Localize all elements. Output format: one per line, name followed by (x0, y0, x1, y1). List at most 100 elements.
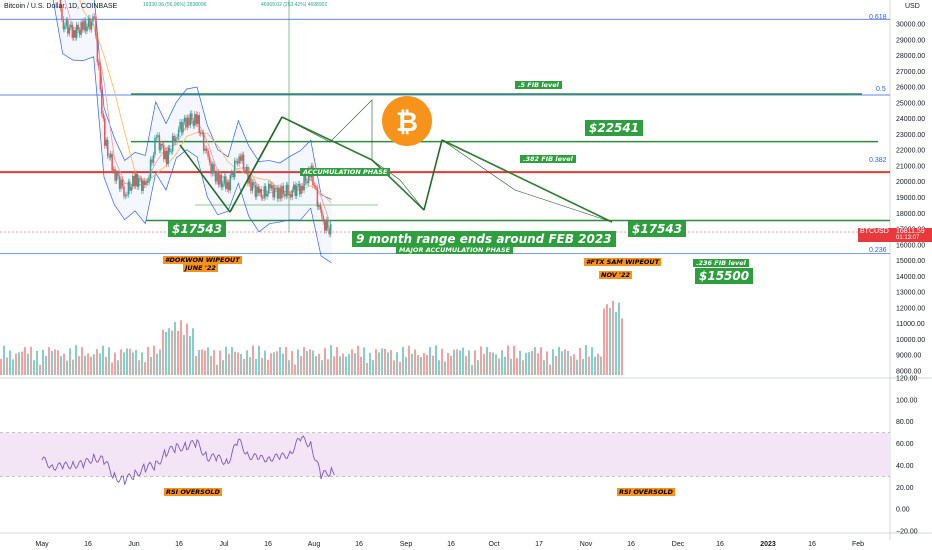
candle-body (126, 194, 128, 196)
candle-body (250, 177, 252, 191)
hud-measure-left: 19330.96 (56.96%) 2838096 (143, 2, 207, 8)
bollinger-upper-band (94, 0, 332, 200)
candle-body (329, 223, 332, 235)
volume-bar (537, 353, 539, 375)
volume-bar (384, 348, 386, 375)
rsi-oversold-right-annotation[interactable]: RSI OVERSOLD (617, 488, 675, 496)
rsi-oversold-left-annotation[interactable]: RSI OVERSOLD (164, 488, 222, 496)
volume-bar (243, 358, 245, 375)
price-pane[interactable] (0, 0, 890, 378)
fib382-annotation[interactable]: .382 FIB level (520, 155, 576, 163)
volume-bar (408, 345, 410, 375)
volume-bar (0, 359, 2, 375)
range-ends-annotation[interactable]: 9 month range ends around FEB 2023 (352, 231, 616, 247)
candle-body (275, 187, 277, 189)
volume-bar (90, 356, 92, 375)
fib5-annotation[interactable]: .5 FIB level (515, 81, 562, 89)
volume-bar (69, 348, 71, 375)
volume-bar (606, 304, 608, 375)
fib236-annotation[interactable]: .236 FIB level (693, 259, 749, 267)
major-accumulation-annotation[interactable]: MAJOR ACCUMULATION PHASE (396, 246, 514, 254)
volume-bar (354, 353, 356, 375)
hud-measure-right: 46969.02 (253.42%) 4698902 (261, 2, 328, 8)
june22-annotation[interactable]: JUNE '22 (183, 264, 218, 272)
candle-body (86, 26, 88, 32)
volume-bar (255, 358, 257, 375)
volume-bar (432, 355, 434, 375)
current-price-tag[interactable]: BTCUSD 16811.59 01:13:07 (858, 228, 932, 242)
price-22541-annotation[interactable]: $22541 (585, 120, 644, 136)
volume-bar (357, 345, 359, 375)
candle-body (99, 67, 102, 90)
ftx-wipeout-annotation[interactable]: #FTX SAM WIPEOUT (584, 258, 662, 266)
volume-bar (162, 329, 164, 375)
volume-bar (567, 350, 569, 375)
candle-body (269, 183, 271, 189)
candle-body (293, 184, 295, 190)
time-tick-label: Aug (308, 541, 321, 548)
volume-bar (528, 352, 530, 375)
price-17543-left-annotation[interactable]: $17543 (168, 221, 227, 237)
candle-body (127, 181, 130, 195)
time-tick-label: 16 (84, 541, 92, 548)
candle-body (239, 156, 242, 161)
accumulation-phase-annotation[interactable]: ACCUMULATION PHASE (300, 168, 391, 176)
volume-bar (534, 347, 536, 375)
volume-bar (168, 328, 170, 375)
volume-bar (192, 328, 194, 375)
volume-bar (261, 357, 263, 375)
price-tick-label: 13000.00 (896, 290, 925, 297)
price-tag-value: 16811.59 (896, 228, 925, 235)
candle-body (228, 182, 230, 191)
symbol-title[interactable]: Bitcoin / U.S. Dollar, 1D, COINBASE (4, 3, 118, 10)
volume-bar (216, 364, 218, 375)
volume-bar (102, 345, 104, 375)
volume-bar (315, 356, 317, 375)
volume-bar (510, 358, 512, 375)
candle-body (256, 186, 258, 197)
candle-body (124, 195, 127, 197)
candle-body (96, 35, 99, 63)
nov22-annotation[interactable]: NOV '22 (599, 271, 633, 279)
candle-body (264, 186, 267, 197)
rsi-line (41, 435, 335, 485)
candle-body (297, 183, 299, 186)
candle-body (241, 154, 243, 161)
price-tick-label: 11000.00 (896, 321, 925, 328)
volume-bar (504, 356, 506, 375)
candle-body (288, 194, 291, 196)
volume-bar (522, 360, 524, 375)
candle-body (188, 117, 190, 126)
volume-bar (339, 356, 341, 375)
volume-bar (414, 349, 416, 375)
candle-body (225, 176, 227, 189)
volume-bar (21, 351, 23, 375)
candle-body (214, 173, 217, 182)
volume-bar (291, 351, 293, 375)
dokwon-wipeout-annotation[interactable]: #DOKWON WIPEOUT (163, 256, 242, 264)
candle-body (245, 167, 248, 172)
fib-0236-label: 0.236 (869, 247, 887, 254)
volume-bar (498, 358, 500, 375)
candle-body (120, 179, 122, 189)
candle-body (318, 205, 320, 207)
candle-body (204, 148, 206, 151)
candle-body (202, 132, 205, 151)
price-tick-label: 10000.00 (896, 337, 925, 344)
volume-bar (150, 357, 152, 375)
candle-body (71, 24, 74, 38)
candle-body (108, 155, 110, 158)
price-15500-annotation[interactable]: $15500 (695, 268, 754, 284)
rsi-band (0, 432, 890, 477)
price-17543-right-annotation[interactable]: $17543 (628, 221, 687, 237)
candle-body (59, 0, 62, 9)
price-tick-label: 14000.00 (896, 274, 925, 281)
price-tag-symbol: BTCUSD (860, 228, 889, 235)
volume-bar (423, 353, 425, 375)
volume-bar (312, 350, 314, 375)
candle-body (304, 175, 307, 182)
volume-bar (549, 364, 551, 375)
time-tick-label: 16 (808, 541, 816, 548)
volume-bar (561, 351, 563, 375)
